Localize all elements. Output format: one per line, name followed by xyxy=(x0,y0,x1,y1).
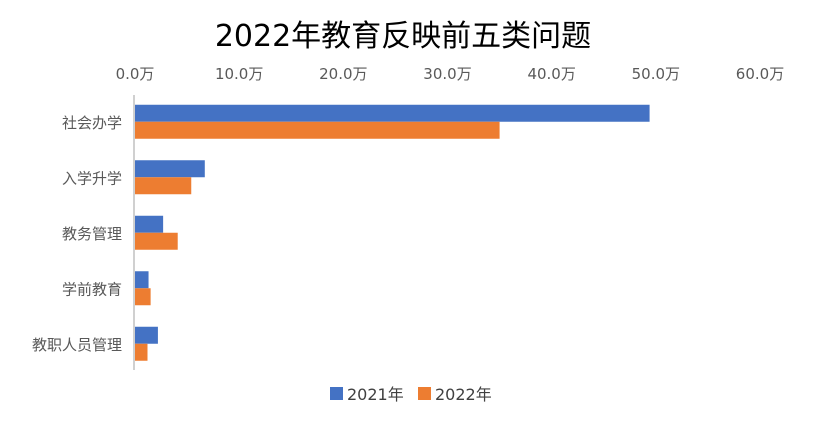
x-tick-label: 30.0万 xyxy=(423,65,471,83)
bar-2021年-教务管理 xyxy=(135,215,164,233)
bar-2021年-学前教育 xyxy=(135,271,149,289)
bar-2022年-入学升学 xyxy=(135,177,192,195)
category-label: 教职人员管理 xyxy=(32,336,122,354)
category-label: 教务管理 xyxy=(62,225,122,243)
x-tick-label: 10.0万 xyxy=(215,65,263,83)
bar-2021年-教职人员管理 xyxy=(135,326,158,344)
legend-label: 2022年 xyxy=(435,385,492,404)
bar-2021年-社会办学 xyxy=(135,104,650,122)
x-tick-label: 60.0万 xyxy=(736,65,784,83)
legend-label: 2021年 xyxy=(347,385,404,404)
x-tick-label: 40.0万 xyxy=(527,65,575,83)
bar-2022年-社会办学 xyxy=(135,121,500,139)
x-tick-label: 0.0万 xyxy=(116,65,155,83)
legend-swatch xyxy=(330,387,343,400)
bar-2022年-学前教育 xyxy=(135,288,151,306)
bar-2022年-教务管理 xyxy=(135,232,178,250)
bar-2021年-入学升学 xyxy=(135,160,205,178)
chart-title: 2022年教育反映前五类问题 xyxy=(215,19,591,54)
category-label: 社会办学 xyxy=(62,114,122,132)
category-label: 入学升学 xyxy=(62,169,122,187)
legend-swatch xyxy=(418,387,431,400)
bar-2022年-教职人员管理 xyxy=(135,343,148,361)
category-label: 学前教育 xyxy=(62,280,122,298)
x-tick-label: 20.0万 xyxy=(319,65,367,83)
x-tick-label: 50.0万 xyxy=(632,65,680,83)
